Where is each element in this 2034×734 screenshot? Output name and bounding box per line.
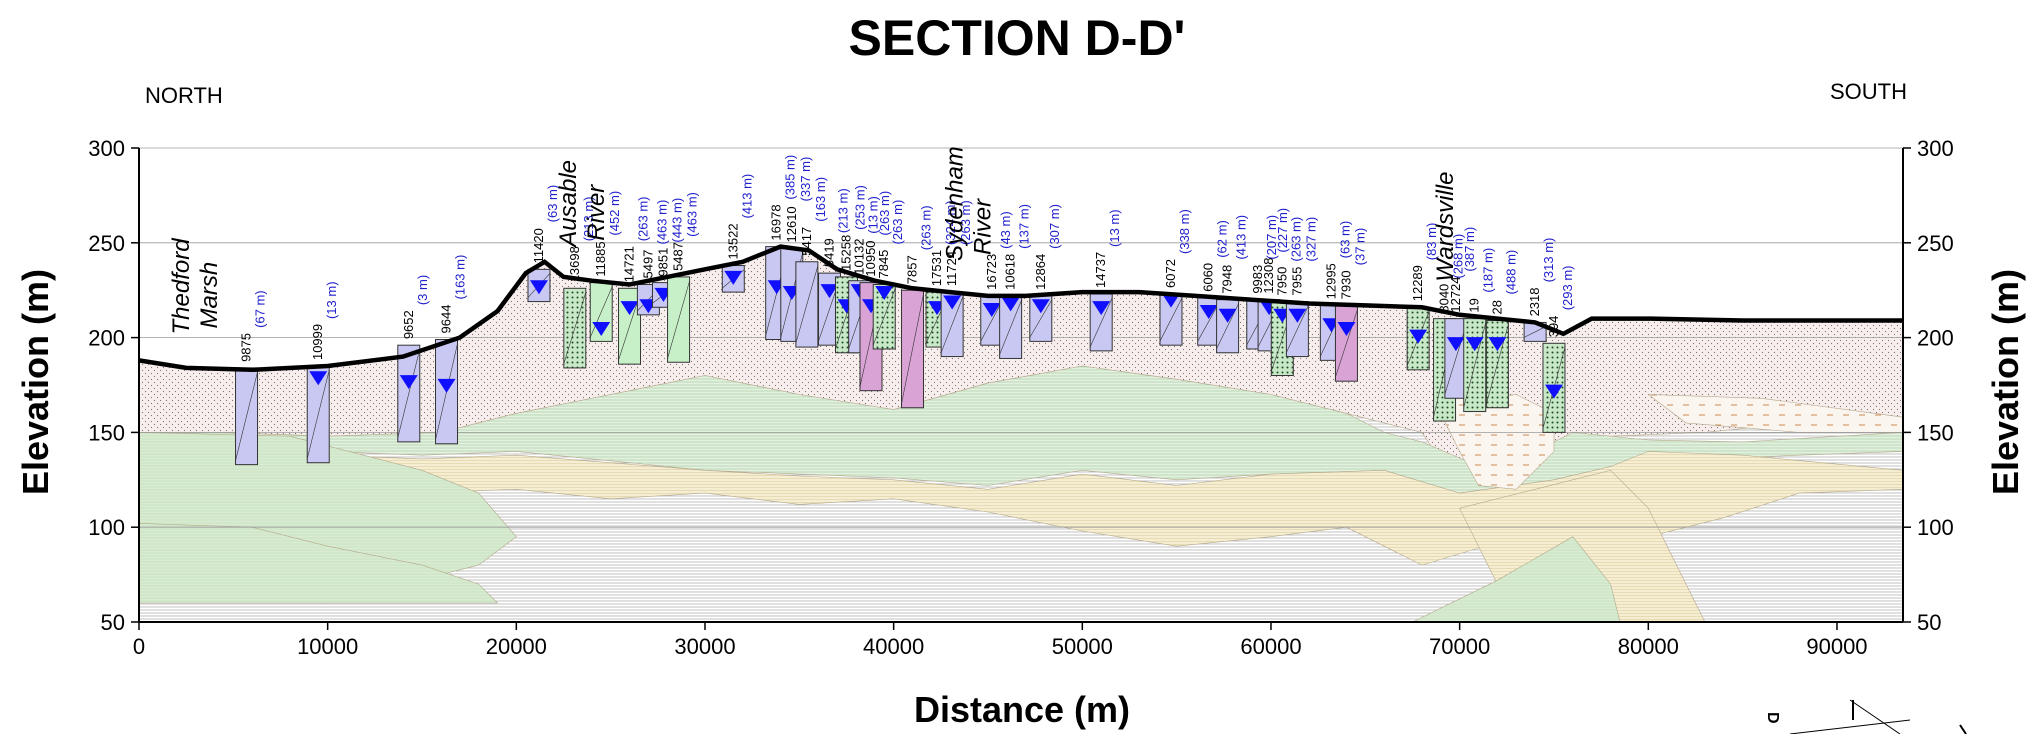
- y-tick-label-left: 300: [88, 136, 125, 161]
- x-tick-label: 20000: [486, 634, 547, 659]
- borehole-offset: (263 m): [636, 197, 651, 242]
- borehole-offset: (3 m): [415, 275, 430, 305]
- borehole-id: 12610: [784, 206, 799, 242]
- x-tick-label: 90000: [1806, 634, 1867, 659]
- y-tick-label-right: 300: [1917, 136, 1954, 161]
- borehole-id: 19: [1467, 298, 1482, 312]
- borehole-offset: (263 m): [1288, 217, 1303, 262]
- borehole-id: 9851: [655, 248, 670, 277]
- borehole-id: 7845: [876, 250, 891, 279]
- borehole-offset: (263 m): [919, 205, 934, 250]
- borehole-id: 10618: [1003, 254, 1018, 290]
- borehole-id: 9875: [239, 333, 254, 362]
- borehole-id: 14737: [1093, 252, 1108, 288]
- page-title: SECTION D-D': [849, 10, 1186, 66]
- x-tick-label: 70000: [1429, 634, 1490, 659]
- borehole-offset: (163 m): [453, 255, 468, 300]
- x-tick-label: 10000: [297, 634, 358, 659]
- borehole-offset: (43 m): [998, 211, 1013, 249]
- borehole-id: 6060: [1201, 263, 1216, 292]
- feature-label: Marsh: [196, 262, 223, 329]
- borehole-id: 16978: [769, 204, 784, 240]
- borehole-id: 11420: [531, 228, 546, 263]
- borehole-id: 14721: [622, 246, 637, 282]
- borehole-id: 12995: [1323, 263, 1338, 299]
- x-tick-label: 40000: [863, 634, 924, 659]
- feature-label: Ausable: [555, 160, 582, 249]
- inset-letter: D: [1764, 712, 1781, 724]
- borehole-offset: (293 m): [1560, 265, 1575, 310]
- borehole-id: 13522: [725, 223, 740, 259]
- borehole-offset: (187 m): [1481, 248, 1496, 293]
- location-inset-fragment: D: [1764, 700, 1966, 734]
- borehole-id: 28: [1489, 300, 1504, 314]
- direction-north: NORTH: [145, 83, 223, 108]
- x-axis-label: Distance (m): [914, 689, 1130, 730]
- borehole-offset: (63 m): [1337, 221, 1352, 259]
- borehole-offset: (463 m): [654, 200, 669, 245]
- borehole-offset: (488 m): [1503, 250, 1518, 295]
- y-tick-label-left: 100: [88, 515, 125, 540]
- borehole-offset: (67 m): [253, 290, 268, 328]
- y-tick-label-left: 200: [88, 326, 125, 351]
- x-tick-label: 60000: [1240, 634, 1301, 659]
- y-tick-label-left: 50: [101, 610, 125, 635]
- borehole-id: 5497: [640, 250, 655, 279]
- x-tick-label: 30000: [674, 634, 735, 659]
- borehole-id: 7857: [905, 255, 920, 284]
- y-tick-label-right: 250: [1917, 231, 1954, 256]
- borehole-offset: (443 m): [669, 198, 684, 243]
- borehole-id: 6072: [1163, 259, 1178, 288]
- borehole-id: 7930: [1338, 270, 1353, 299]
- borehole-offset: (13 m): [1107, 209, 1122, 247]
- borehole-offset: (385 m): [783, 155, 798, 200]
- borehole-id: 12864: [1033, 254, 1048, 290]
- borehole-offset: (387 m): [1462, 227, 1477, 272]
- borehole-offset: (263 m): [890, 200, 905, 245]
- feature-label: River: [583, 184, 610, 241]
- borehole-offset: (37 m): [1352, 228, 1367, 266]
- y-tick-label-right: 150: [1917, 420, 1954, 445]
- feature-label: Thedford: [168, 238, 195, 335]
- borehole-id: 10999: [310, 324, 325, 360]
- borehole-offset: (137 m): [1017, 204, 1032, 249]
- y-axis-label-left: Elevation (m): [15, 269, 56, 495]
- borehole-offset: (13 m): [324, 281, 339, 319]
- borehole-id: 7950: [1274, 267, 1289, 296]
- feature-label: Wardsville: [1432, 172, 1459, 282]
- borehole-offset: (338 m): [1177, 209, 1192, 254]
- borehole-id: 16723: [984, 254, 999, 290]
- x-tick-label: 0: [133, 634, 145, 659]
- borehole-offset: (163 m): [813, 177, 828, 222]
- borehole-offset: (62 m): [1215, 220, 1230, 258]
- y-axis-label-right: Elevation (m): [1985, 269, 2026, 495]
- x-tick-label: 80000: [1618, 634, 1679, 659]
- y-tick-label-right: 50: [1917, 610, 1941, 635]
- borehole-id: 7955: [1289, 267, 1304, 296]
- x-tick-label: 50000: [1052, 634, 1113, 659]
- y-tick-label-right: 200: [1917, 326, 1954, 351]
- feature-label: Sydenham: [942, 146, 969, 261]
- borehole-id: 7948: [1220, 265, 1235, 294]
- borehole-id: 5487: [671, 242, 686, 271]
- borehole-id: 12289: [1410, 265, 1425, 301]
- borehole-offset: (313 m): [1541, 238, 1556, 283]
- borehole-offset: (327 m): [1303, 217, 1318, 262]
- feature-label: River: [970, 198, 997, 255]
- borehole-id: 9652: [401, 310, 416, 339]
- borehole-offset: (213 m): [836, 188, 851, 233]
- borehole-id: 11885: [593, 241, 608, 276]
- borehole-id: 2318: [1527, 288, 1542, 317]
- borehole-id: 9644: [439, 305, 454, 334]
- borehole-offset: (307 m): [1047, 204, 1062, 249]
- y-tick-label-left: 250: [88, 231, 125, 256]
- direction-south: SOUTH: [1830, 79, 1907, 104]
- y-tick-label-left: 150: [88, 420, 125, 445]
- borehole-offset: (463 m): [685, 192, 700, 237]
- borehole-offset: (337 m): [798, 157, 813, 202]
- borehole-offset: (413 m): [1234, 215, 1249, 260]
- borehole-offset: (413 m): [739, 174, 754, 219]
- y-tick-label-right: 100: [1917, 515, 1954, 540]
